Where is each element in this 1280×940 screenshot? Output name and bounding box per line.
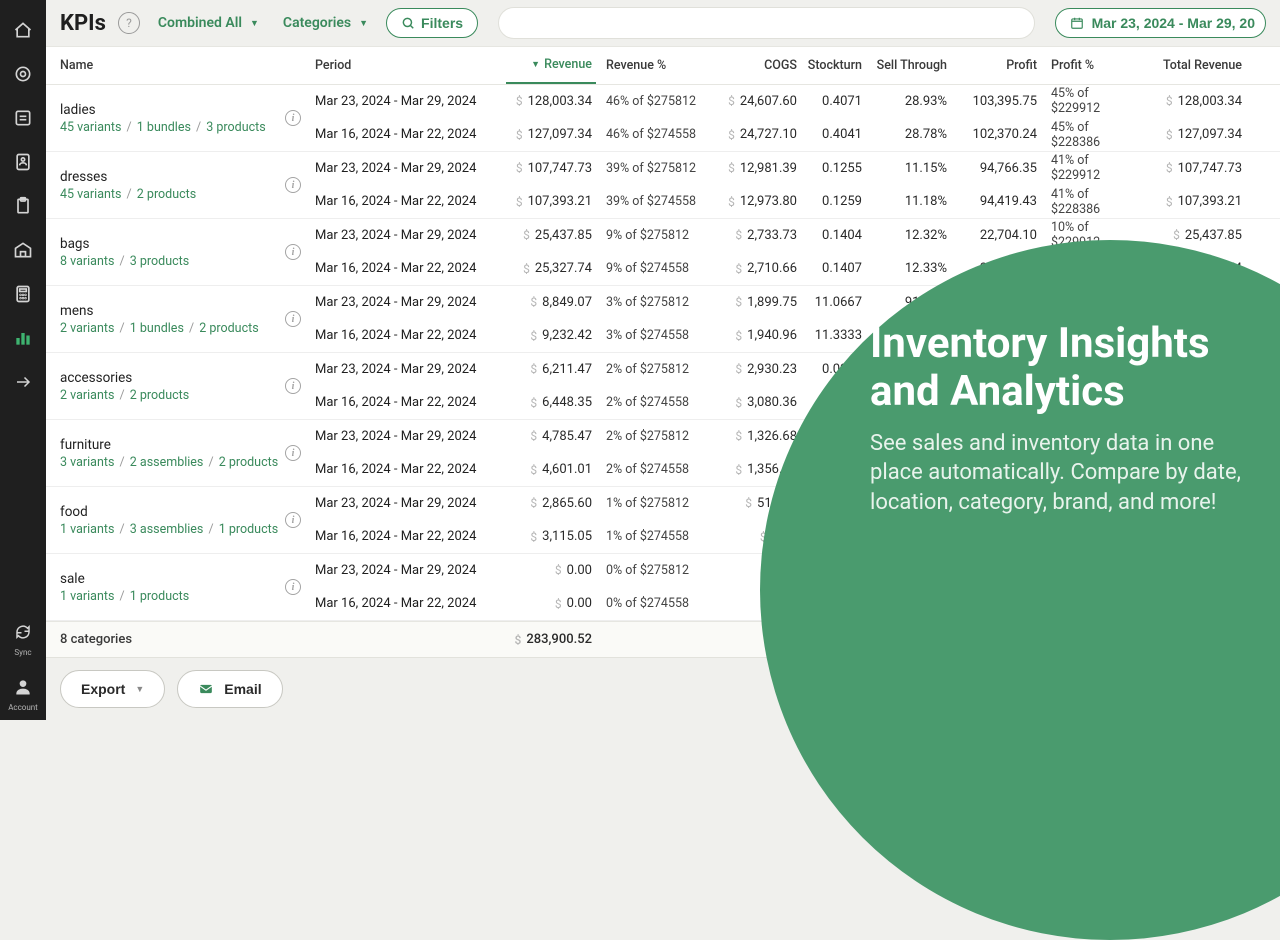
filters-button[interactable]: Filters — [386, 8, 478, 38]
nav-clipboard-icon[interactable] — [0, 184, 46, 228]
sync-label: Sync — [0, 648, 46, 657]
help-icon[interactable]: ? — [118, 12, 140, 34]
category-sub[interactable]: 8 variants / 3 products — [60, 254, 189, 269]
category-name: food — [60, 504, 278, 520]
col-total-revenue[interactable]: Total Revenue — [1141, 47, 1246, 84]
category-sub[interactable]: 2 variants / 2 products — [60, 388, 189, 403]
col-period[interactable]: Period — [311, 47, 506, 84]
info-icon[interactable]: i — [285, 579, 301, 595]
topbar: KPIs ? Combined All▼ Categories▼ Filters… — [46, 0, 1280, 46]
col-name[interactable]: Name — [46, 47, 311, 84]
page-title: KPIs — [60, 11, 106, 36]
category-sub[interactable]: 1 variants / 3 assemblies / 1 products — [60, 522, 278, 537]
chevron-down-icon: ▼ — [135, 684, 144, 694]
col-profit-pct[interactable]: Profit % — [1041, 47, 1141, 84]
nav-products-icon[interactable] — [0, 52, 46, 96]
category-sub[interactable]: 1 variants / 1 products — [60, 589, 189, 604]
category-cell: mens 2 variants / 1 bundles / 2 products i — [46, 286, 311, 352]
account-label: Account — [0, 703, 46, 712]
info-icon[interactable]: i — [285, 512, 301, 528]
info-icon[interactable]: i — [285, 244, 301, 260]
category-cell: sale 1 variants / 1 products i — [46, 554, 311, 620]
nav-reports-icon[interactable] — [0, 316, 46, 360]
nav-orders-icon[interactable] — [0, 96, 46, 140]
info-icon[interactable]: i — [285, 378, 301, 394]
bubble-title: Inventory Insights and Analytics — [870, 320, 1260, 417]
category-cell: furniture 3 variants / 2 assemblies / 2 p… — [46, 420, 311, 486]
nav-collapse-icon[interactable] — [0, 360, 46, 404]
info-icon[interactable]: i — [285, 177, 301, 193]
search-input[interactable] — [498, 7, 1035, 39]
category-cell: food 1 variants / 3 assemblies / 1 produc… — [46, 487, 311, 553]
info-icon[interactable]: i — [285, 311, 301, 327]
nav-dashboard-icon[interactable] — [0, 8, 46, 52]
category-cell: bags 8 variants / 3 products i — [46, 219, 311, 285]
category-sub[interactable]: 2 variants / 1 bundles / 2 products — [60, 321, 259, 336]
col-profit[interactable]: Profit — [951, 47, 1041, 84]
date-range-button[interactable]: Mar 23, 2024 - Mar 29, 20 — [1055, 8, 1266, 38]
category-cell: ladies 45 variants / 1 bundles / 3 produc… — [46, 85, 311, 151]
footer-total: 283,900.52 — [526, 632, 592, 647]
nav-contacts-icon[interactable] — [0, 140, 46, 184]
category-cell: dresses 45 variants / 2 products i — [46, 152, 311, 218]
category-cell: accessories 2 variants / 2 products i — [46, 353, 311, 419]
category-name: ladies — [60, 102, 266, 118]
col-cogs[interactable]: COGS — [711, 47, 801, 84]
bubble-body: See sales and inventory data in one plac… — [870, 429, 1260, 518]
col-revenue[interactable]: ▼Revenue — [506, 47, 596, 84]
category-name: furniture — [60, 437, 278, 453]
info-icon[interactable]: i — [285, 445, 301, 461]
email-button[interactable]: Email — [177, 670, 282, 708]
category-sub[interactable]: 45 variants / 1 bundles / 3 products — [60, 120, 266, 135]
category-sub[interactable]: 45 variants / 2 products — [60, 187, 196, 202]
col-sellthrough[interactable]: Sell Through — [866, 47, 951, 84]
chevron-down-icon: ▼ — [359, 18, 368, 29]
sidebar: Sync Account — [0, 0, 46, 720]
sort-desc-icon: ▼ — [531, 59, 540, 70]
table-row[interactable]: dresses45 variants / 2 productsiMar 23, … — [46, 152, 1280, 219]
category-name: accessories — [60, 370, 189, 386]
col-stockturn[interactable]: Stockturn — [801, 47, 866, 84]
category-name: mens — [60, 303, 259, 319]
table-row[interactable]: ladies 45 variants / 1 bundles / 3 produc… — [46, 85, 1280, 152]
category-sub[interactable]: 3 variants / 2 assemblies / 2 products — [60, 455, 278, 470]
category-name: bags — [60, 236, 189, 252]
combined-dropdown[interactable]: Combined All▼ — [152, 11, 265, 35]
category-name: sale — [60, 571, 189, 587]
categories-dropdown[interactable]: Categories▼ — [277, 11, 374, 35]
nav-calculator-icon[interactable] — [0, 272, 46, 316]
footer-count: 8 categories — [46, 622, 311, 657]
export-button[interactable]: Export ▼ — [60, 670, 165, 708]
nav-warehouse-icon[interactable] — [0, 228, 46, 272]
info-icon[interactable]: i — [285, 110, 301, 126]
col-revenue-pct[interactable]: Revenue % — [596, 47, 711, 84]
chevron-down-icon: ▼ — [250, 18, 259, 29]
category-name: dresses — [60, 169, 196, 185]
